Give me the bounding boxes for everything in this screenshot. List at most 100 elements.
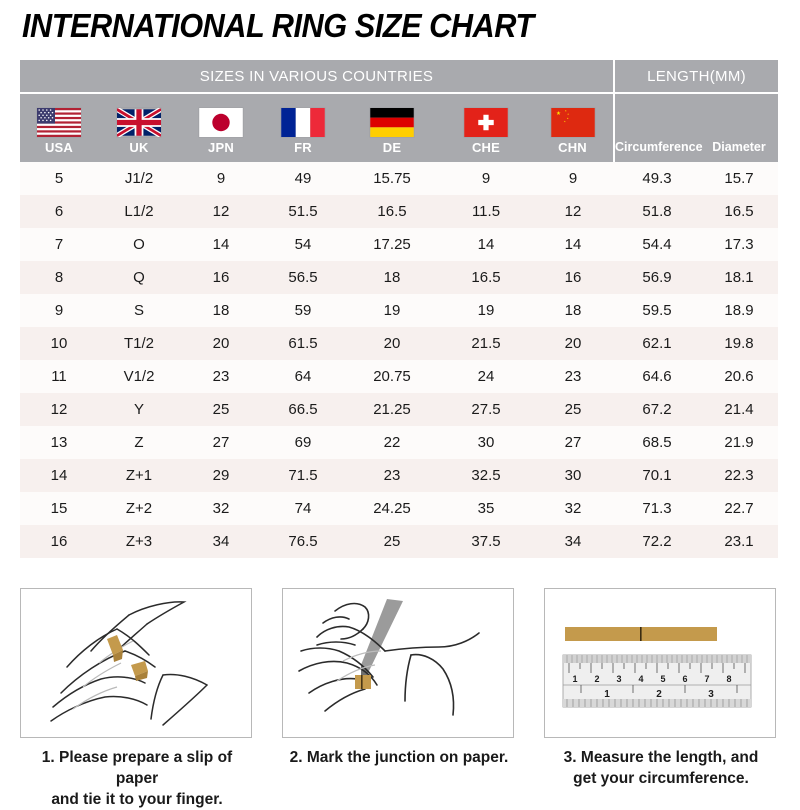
cell-chn: 25 bbox=[532, 393, 614, 426]
cell-uk: Z+3 bbox=[98, 525, 180, 558]
cell-fr: 69 bbox=[262, 426, 344, 459]
page-title: INTERNATIONAL RING SIZE CHART bbox=[22, 7, 534, 44]
cell-che: 9 bbox=[440, 162, 532, 195]
instruction-step-2: 2. Mark the junction on paper. bbox=[282, 588, 516, 810]
cell-circumference: 54.4 bbox=[614, 228, 700, 261]
cell-circumference: 67.2 bbox=[614, 393, 700, 426]
ruler-cm-tick: 7 bbox=[704, 674, 709, 684]
step-3-caption: 3. Measure the length, and get your circ… bbox=[544, 747, 778, 789]
cell-fr: 61.5 bbox=[262, 327, 344, 360]
ruler-inch-tick: 1 bbox=[604, 689, 610, 700]
cell-diameter: 22.3 bbox=[700, 459, 779, 492]
cell-usa: 16 bbox=[20, 525, 98, 558]
step-2-caption-line1: 2. Mark the junction on paper. bbox=[289, 749, 509, 766]
cell-jpn: 16 bbox=[180, 261, 262, 294]
table-row: 14 Z+1 29 71.5 23 32.5 30 70.1 22.3 bbox=[20, 459, 779, 492]
cell-che: 21.5 bbox=[440, 327, 532, 360]
cell-chn: 14 bbox=[532, 228, 614, 261]
cell-uk: V1/2 bbox=[98, 360, 180, 393]
cell-che: 35 bbox=[440, 492, 532, 525]
ruler-cm-tick: 8 bbox=[726, 674, 731, 684]
cell-uk: S bbox=[98, 294, 180, 327]
cell-uk: Z+2 bbox=[98, 492, 180, 525]
cell-usa: 12 bbox=[20, 393, 98, 426]
column-code-jpn: JPN bbox=[208, 140, 234, 155]
ruler: 1 2 3 4 5 6 7 8 1 bbox=[562, 654, 752, 708]
cell-diameter: 16.5 bbox=[700, 195, 779, 228]
flag-de-icon bbox=[370, 108, 414, 137]
flag-che-icon bbox=[464, 108, 508, 137]
hand-with-paper-strip-icon bbox=[50, 601, 208, 726]
cell-uk: T1/2 bbox=[98, 327, 180, 360]
cell-chn: 12 bbox=[532, 195, 614, 228]
instruction-steps: 1. Please prepare a slip of paper and ti… bbox=[20, 588, 778, 810]
cell-diameter: 15.7 bbox=[700, 162, 779, 195]
cell-circumference: 64.6 bbox=[614, 360, 700, 393]
cell-jpn: 9 bbox=[180, 162, 262, 195]
cell-che: 30 bbox=[440, 426, 532, 459]
cell-jpn: 23 bbox=[180, 360, 262, 393]
cell-circumference: 62.1 bbox=[614, 327, 700, 360]
table-row: 11 V1/2 23 64 20.75 24 23 64.6 20.6 bbox=[20, 360, 779, 393]
cell-che: 27.5 bbox=[440, 393, 532, 426]
table-row: 6 L1/2 12 51.5 16.5 11.5 12 51.8 16.5 bbox=[20, 195, 779, 228]
size-table-container: SIZES IN VARIOUS COUNTRIES LENGTH(MM) bbox=[20, 60, 779, 558]
table-row: 8 Q 16 56.5 18 16.5 16 56.9 18.1 bbox=[20, 261, 779, 294]
step-1-illustration bbox=[20, 588, 252, 738]
flag-jpn-icon bbox=[199, 108, 243, 137]
column-code-circumference: Circumference bbox=[615, 140, 703, 154]
cell-uk: J1/2 bbox=[98, 162, 180, 195]
column-code-usa: USA bbox=[44, 140, 74, 155]
cell-uk: L1/2 bbox=[98, 195, 180, 228]
cell-circumference: 56.9 bbox=[614, 261, 700, 294]
cell-chn: 9 bbox=[532, 162, 614, 195]
cell-usa: 8 bbox=[20, 261, 98, 294]
group-header-row: SIZES IN VARIOUS COUNTRIES LENGTH(MM) bbox=[20, 60, 779, 94]
column-code-diameter: Diameter bbox=[712, 140, 766, 154]
step-2-illustration bbox=[282, 588, 514, 738]
table-row: 12 Y 25 66.5 21.25 27.5 25 67.2 21.4 bbox=[20, 393, 779, 426]
column-code-de: DE bbox=[382, 140, 402, 155]
table-row: 7 O 14 54 17.25 14 14 54.4 17.3 bbox=[20, 228, 779, 261]
cell-chn: 27 bbox=[532, 426, 614, 459]
ruler-inch-tick: 3 bbox=[708, 689, 714, 700]
cell-de: 24.25 bbox=[344, 492, 440, 525]
column-header-uk: UK bbox=[98, 93, 180, 162]
cell-diameter: 21.4 bbox=[700, 393, 779, 426]
table-row: 15 Z+2 32 74 24.25 35 32 71.3 22.7 bbox=[20, 492, 779, 525]
cell-fr: 76.5 bbox=[262, 525, 344, 558]
cell-de: 20.75 bbox=[344, 360, 440, 393]
table-body: 5 J1/2 9 49 15.75 9 9 49.3 15.7 6 L1/2 1… bbox=[20, 162, 779, 558]
cell-usa: 9 bbox=[20, 294, 98, 327]
cell-jpn: 34 bbox=[180, 525, 262, 558]
instruction-step-3: 1 2 3 4 5 6 7 8 1 bbox=[544, 588, 778, 810]
cell-che: 16.5 bbox=[440, 261, 532, 294]
group-header-sizes: SIZES IN VARIOUS COUNTRIES bbox=[20, 60, 615, 94]
cell-usa: 6 bbox=[20, 195, 98, 228]
cell-usa: 7 bbox=[20, 228, 98, 261]
instruction-step-1: 1. Please prepare a slip of paper and ti… bbox=[20, 588, 254, 810]
cell-de: 21.25 bbox=[344, 393, 440, 426]
cell-jpn: 29 bbox=[180, 459, 262, 492]
flag-usa-icon bbox=[37, 108, 81, 137]
cell-uk: Q bbox=[98, 261, 180, 294]
column-code-chn: CHN bbox=[558, 140, 587, 155]
cell-usa: 10 bbox=[20, 327, 98, 360]
column-header-circumference: Circumference bbox=[614, 93, 703, 162]
cell-chn: 20 bbox=[532, 327, 614, 360]
table-head: SIZES IN VARIOUS COUNTRIES LENGTH(MM) bbox=[20, 60, 779, 162]
step-2-caption: 2. Mark the junction on paper. bbox=[282, 747, 516, 768]
cell-jpn: 18 bbox=[180, 294, 262, 327]
column-header-fr: FR bbox=[262, 93, 344, 162]
cell-circumference: 51.8 bbox=[614, 195, 700, 228]
paper-strip-marked bbox=[355, 675, 371, 689]
ruler-cm-tick: 5 bbox=[660, 674, 665, 684]
hand-marking-paper-with-pen-icon bbox=[298, 599, 480, 716]
column-header-usa: USA bbox=[20, 93, 98, 162]
column-header-che: CHE bbox=[440, 93, 532, 162]
cell-circumference: 49.3 bbox=[614, 162, 700, 195]
column-header-jpn: JPN bbox=[180, 93, 262, 162]
cell-jpn: 12 bbox=[180, 195, 262, 228]
cell-circumference: 59.5 bbox=[614, 294, 700, 327]
